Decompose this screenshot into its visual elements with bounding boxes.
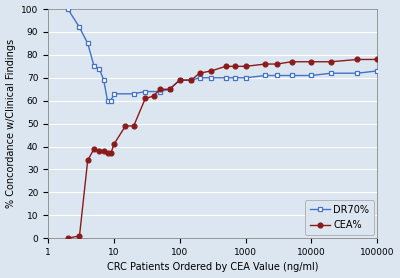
CEA% — [112, 143, 116, 146]
DR70% — [77, 26, 82, 29]
CEA% — [66, 237, 70, 240]
DR70% — [92, 65, 96, 68]
CEA% — [274, 62, 279, 66]
Line: DR70%: DR70% — [66, 7, 380, 103]
DR70% — [66, 8, 70, 11]
CEA% — [92, 147, 96, 150]
DR70% — [289, 74, 294, 77]
DR70% — [375, 69, 380, 73]
CEA% — [309, 60, 314, 63]
DR70% — [158, 90, 162, 93]
CEA% — [223, 65, 228, 68]
DR70% — [108, 99, 113, 102]
DR70% — [131, 92, 136, 96]
Y-axis label: % Concordance w/Clinical Findings: % Concordance w/Clinical Findings — [6, 39, 16, 208]
DR70% — [309, 74, 314, 77]
DR70% — [243, 76, 248, 80]
DR70% — [189, 78, 194, 82]
CEA% — [329, 60, 334, 63]
DR70% — [274, 74, 279, 77]
DR70% — [263, 74, 268, 77]
DR70% — [112, 92, 116, 96]
CEA% — [233, 65, 238, 68]
DR70% — [101, 78, 106, 82]
DR70% — [167, 88, 172, 91]
CEA% — [289, 60, 294, 63]
DR70% — [85, 42, 90, 45]
DR70% — [143, 90, 148, 93]
DR70% — [209, 76, 214, 80]
CEA% — [77, 234, 82, 237]
CEA% — [355, 58, 360, 61]
Legend: DR70%, CEA%: DR70%, CEA% — [305, 200, 374, 235]
DR70% — [197, 76, 202, 80]
CEA% — [151, 95, 156, 98]
DR70% — [233, 76, 238, 80]
CEA% — [197, 71, 202, 75]
CEA% — [143, 97, 148, 100]
CEA% — [123, 124, 128, 128]
CEA% — [177, 78, 182, 82]
CEA% — [158, 88, 162, 91]
CEA% — [189, 78, 194, 82]
DR70% — [97, 67, 102, 70]
DR70% — [177, 78, 182, 82]
CEA% — [167, 88, 172, 91]
Line: CEA%: CEA% — [66, 57, 380, 240]
CEA% — [263, 62, 268, 66]
DR70% — [329, 71, 334, 75]
DR70% — [355, 71, 360, 75]
CEA% — [131, 124, 136, 128]
CEA% — [375, 58, 380, 61]
CEA% — [97, 150, 102, 153]
X-axis label: CRC Patients Ordered by CEA Value (ng/ml): CRC Patients Ordered by CEA Value (ng/ml… — [107, 262, 318, 272]
CEA% — [85, 159, 90, 162]
CEA% — [243, 65, 248, 68]
DR70% — [105, 99, 110, 102]
CEA% — [105, 152, 110, 155]
CEA% — [108, 152, 113, 155]
CEA% — [101, 150, 106, 153]
CEA% — [209, 69, 214, 73]
DR70% — [223, 76, 228, 80]
